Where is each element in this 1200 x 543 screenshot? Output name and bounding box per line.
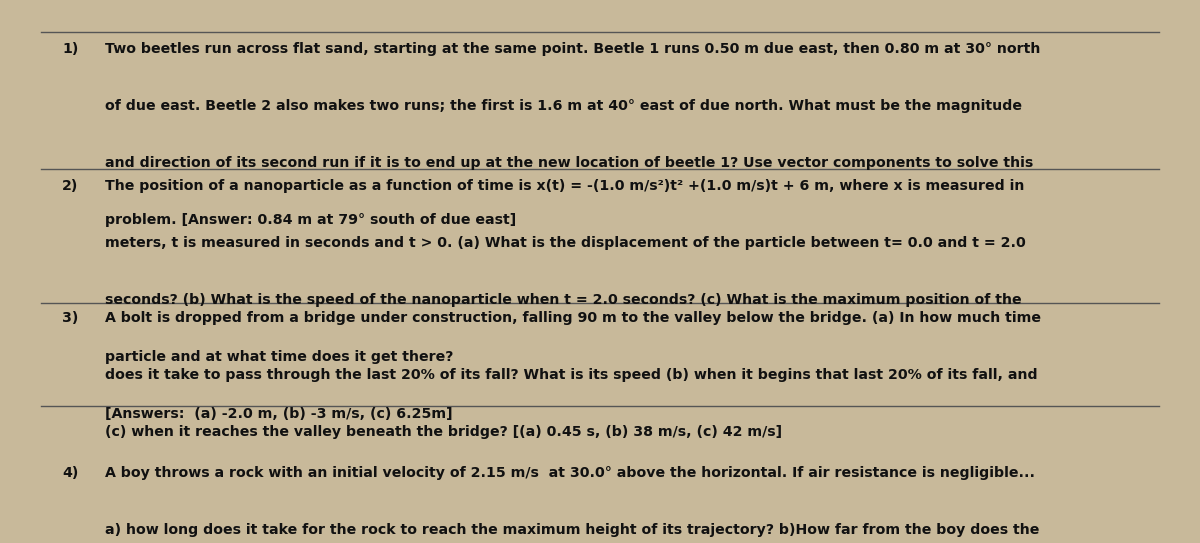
Text: does it take to pass through the last 20% of its fall? What is its speed (b) whe: does it take to pass through the last 20… (106, 368, 1038, 382)
Text: [Answers:  (a) -2.0 m, (b) -3 m/s, (c) 6.25m]: [Answers: (a) -2.0 m, (b) -3 m/s, (c) 6.… (106, 407, 452, 421)
Text: 2): 2) (62, 179, 79, 193)
Text: of due east. Beetle 2 also makes two runs; the first is 1.6 m at 40° east of due: of due east. Beetle 2 also makes two run… (106, 99, 1022, 113)
Text: problem. [Answer: 0.84 m at 79° south of due east]: problem. [Answer: 0.84 m at 79° south of… (106, 213, 516, 227)
Text: 3): 3) (62, 311, 79, 325)
Text: Two beetles run across flat sand, starting at the same point. Beetle 1 runs 0.50: Two beetles run across flat sand, starti… (106, 42, 1040, 56)
Text: seconds? (b) What is the speed of the nanoparticle when t = 2.0 seconds? (c) Wha: seconds? (b) What is the speed of the na… (106, 293, 1022, 307)
Text: The position of a nanoparticle as a function of time is x(t) = -(1.0 m/s²)t² +(1: The position of a nanoparticle as a func… (106, 179, 1025, 193)
Text: particle and at what time does it get there?: particle and at what time does it get th… (106, 350, 454, 364)
Text: 4): 4) (62, 466, 79, 481)
Text: meters, t is measured in seconds and t > 0. (a) What is the displacement of the : meters, t is measured in seconds and t >… (106, 236, 1026, 250)
Text: 1): 1) (62, 42, 79, 56)
Text: (c) when it reaches the valley beneath the bridge? [(a) 0.45 s, (b) 38 m/s, (c) : (c) when it reaches the valley beneath t… (106, 425, 782, 439)
Text: A bolt is dropped from a bridge under construction, falling 90 m to the valley b: A bolt is dropped from a bridge under co… (106, 311, 1042, 325)
Text: A boy throws a rock with an initial velocity of 2.15 m/s  at 30.0° above the hor: A boy throws a rock with an initial velo… (106, 466, 1036, 481)
Text: and direction of its second run if it is to end up at the new location of beetle: and direction of its second run if it is… (106, 156, 1033, 170)
Text: a) how long does it take for the rock to reach the maximum height of its traject: a) how long does it take for the rock to… (106, 523, 1039, 537)
